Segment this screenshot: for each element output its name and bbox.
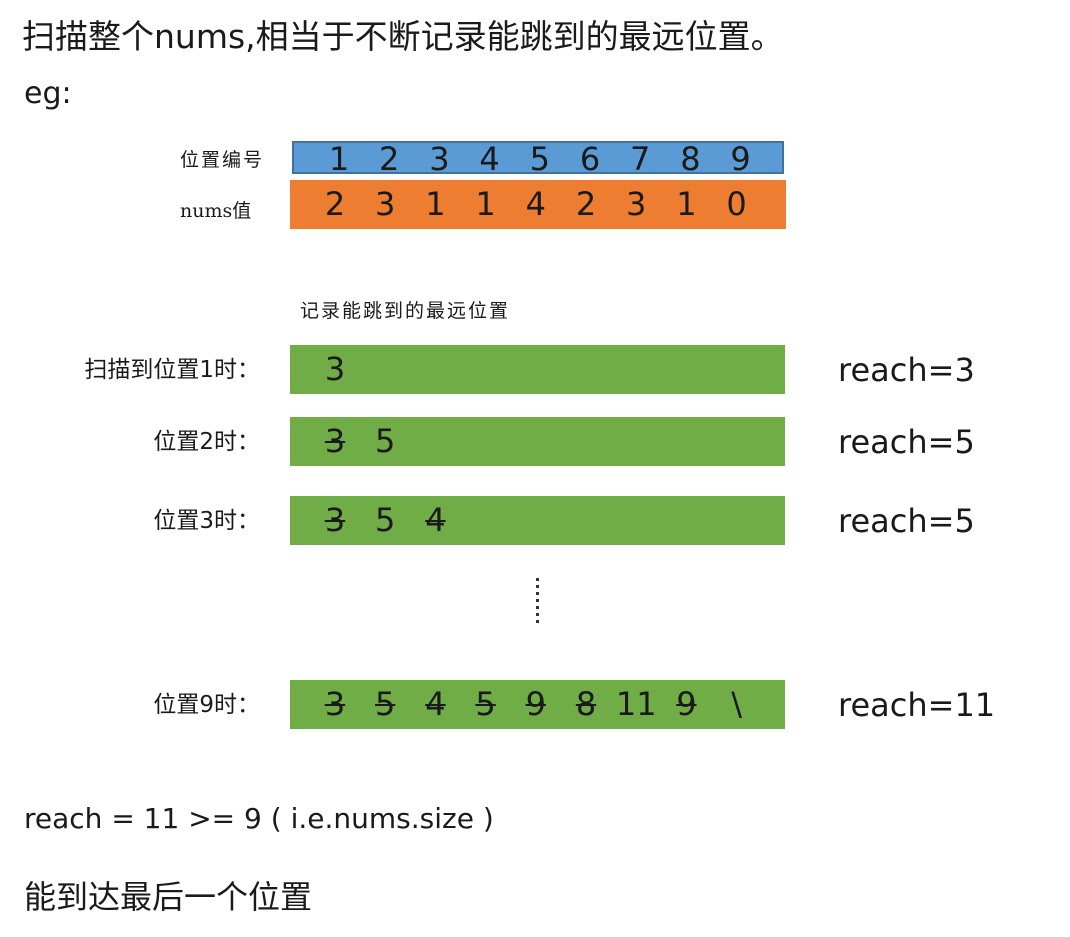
position-cell-3: 3 — [429, 140, 450, 178]
record-cell-row3-1: 3 — [324, 501, 346, 539]
nums-cell-1: 2 — [324, 185, 346, 223]
record-title: 记录能跳到的最远位置 — [300, 300, 511, 322]
reach-value-2: reach=5 — [838, 423, 975, 461]
scan-row-label-3: 位置3时： — [153, 508, 260, 534]
position-cell-1: 1 — [328, 140, 350, 178]
record-cell-row4-2: 5 — [375, 685, 396, 723]
scan-row-label-2: 位置2时： — [153, 429, 260, 455]
scan-row-bar-1: 3 — [290, 345, 785, 394]
record-cell-row4-3: 4 — [425, 685, 446, 723]
record-cell-row4-1: 3 — [324, 685, 346, 723]
summary-text: reach = 11 >= 9 ( i.e.nums.size ) — [24, 802, 494, 835]
example-label: eg: — [24, 76, 72, 111]
nums-cell-8: 1 — [676, 185, 697, 223]
reach-value-1: reach=3 — [838, 351, 975, 389]
position-cell-4: 4 — [479, 140, 500, 178]
position-cell-7: 7 — [630, 140, 651, 178]
scan-row-label-9: 位置9时： — [153, 692, 260, 718]
record-cell-row4-9: \ — [731, 685, 742, 723]
nums-row-label: nums值 — [180, 200, 252, 222]
nums-cell-7: 3 — [626, 185, 647, 223]
nums-cell-2: 3 — [375, 185, 396, 223]
position-row-label: 位置编号 — [180, 149, 265, 171]
position-cell-2: 2 — [379, 140, 400, 178]
conclusion-text: 能到达最后一个位置 — [24, 878, 313, 916]
nums-cell-4: 1 — [475, 185, 496, 223]
record-cell-row3-2: 5 — [375, 501, 396, 539]
nums-cell-3: 1 — [425, 185, 446, 223]
record-cell-row4-4: 5 — [475, 685, 496, 723]
nums-cell-5: 4 — [525, 185, 546, 223]
scan-row-bar-9: 3 5 4 5 9 8 11 9 \ — [290, 680, 785, 729]
record-cell-row2-1: 3 — [324, 422, 346, 460]
record-cell-row4-7: 11 — [615, 685, 657, 723]
reach-value-3: reach=5 — [838, 502, 975, 540]
nums-cell-9: 0 — [726, 185, 747, 223]
scan-row-label-1: 扫描到位置1时： — [84, 357, 260, 383]
position-cell-8: 8 — [680, 140, 701, 178]
ellipsis-dots — [532, 578, 542, 627]
page-heading: 扫描整个nums,相当于不断记录能跳到的最远位置。 — [22, 17, 784, 56]
record-cell-row2-2: 5 — [375, 422, 396, 460]
reach-value-9: reach=11 — [838, 686, 996, 724]
record-cell-row3-3: 4 — [425, 501, 446, 539]
record-cell-row1-1: 3 — [324, 350, 346, 388]
position-cell-6: 6 — [579, 140, 601, 178]
record-cell-row4-5: 9 — [525, 685, 546, 723]
position-cell-9: 9 — [730, 140, 751, 178]
record-cell-row4-6: 8 — [575, 685, 597, 723]
nums-cell-6: 2 — [575, 185, 597, 223]
position-cell-5: 5 — [529, 140, 550, 178]
record-cell-row4-8: 9 — [676, 685, 697, 723]
